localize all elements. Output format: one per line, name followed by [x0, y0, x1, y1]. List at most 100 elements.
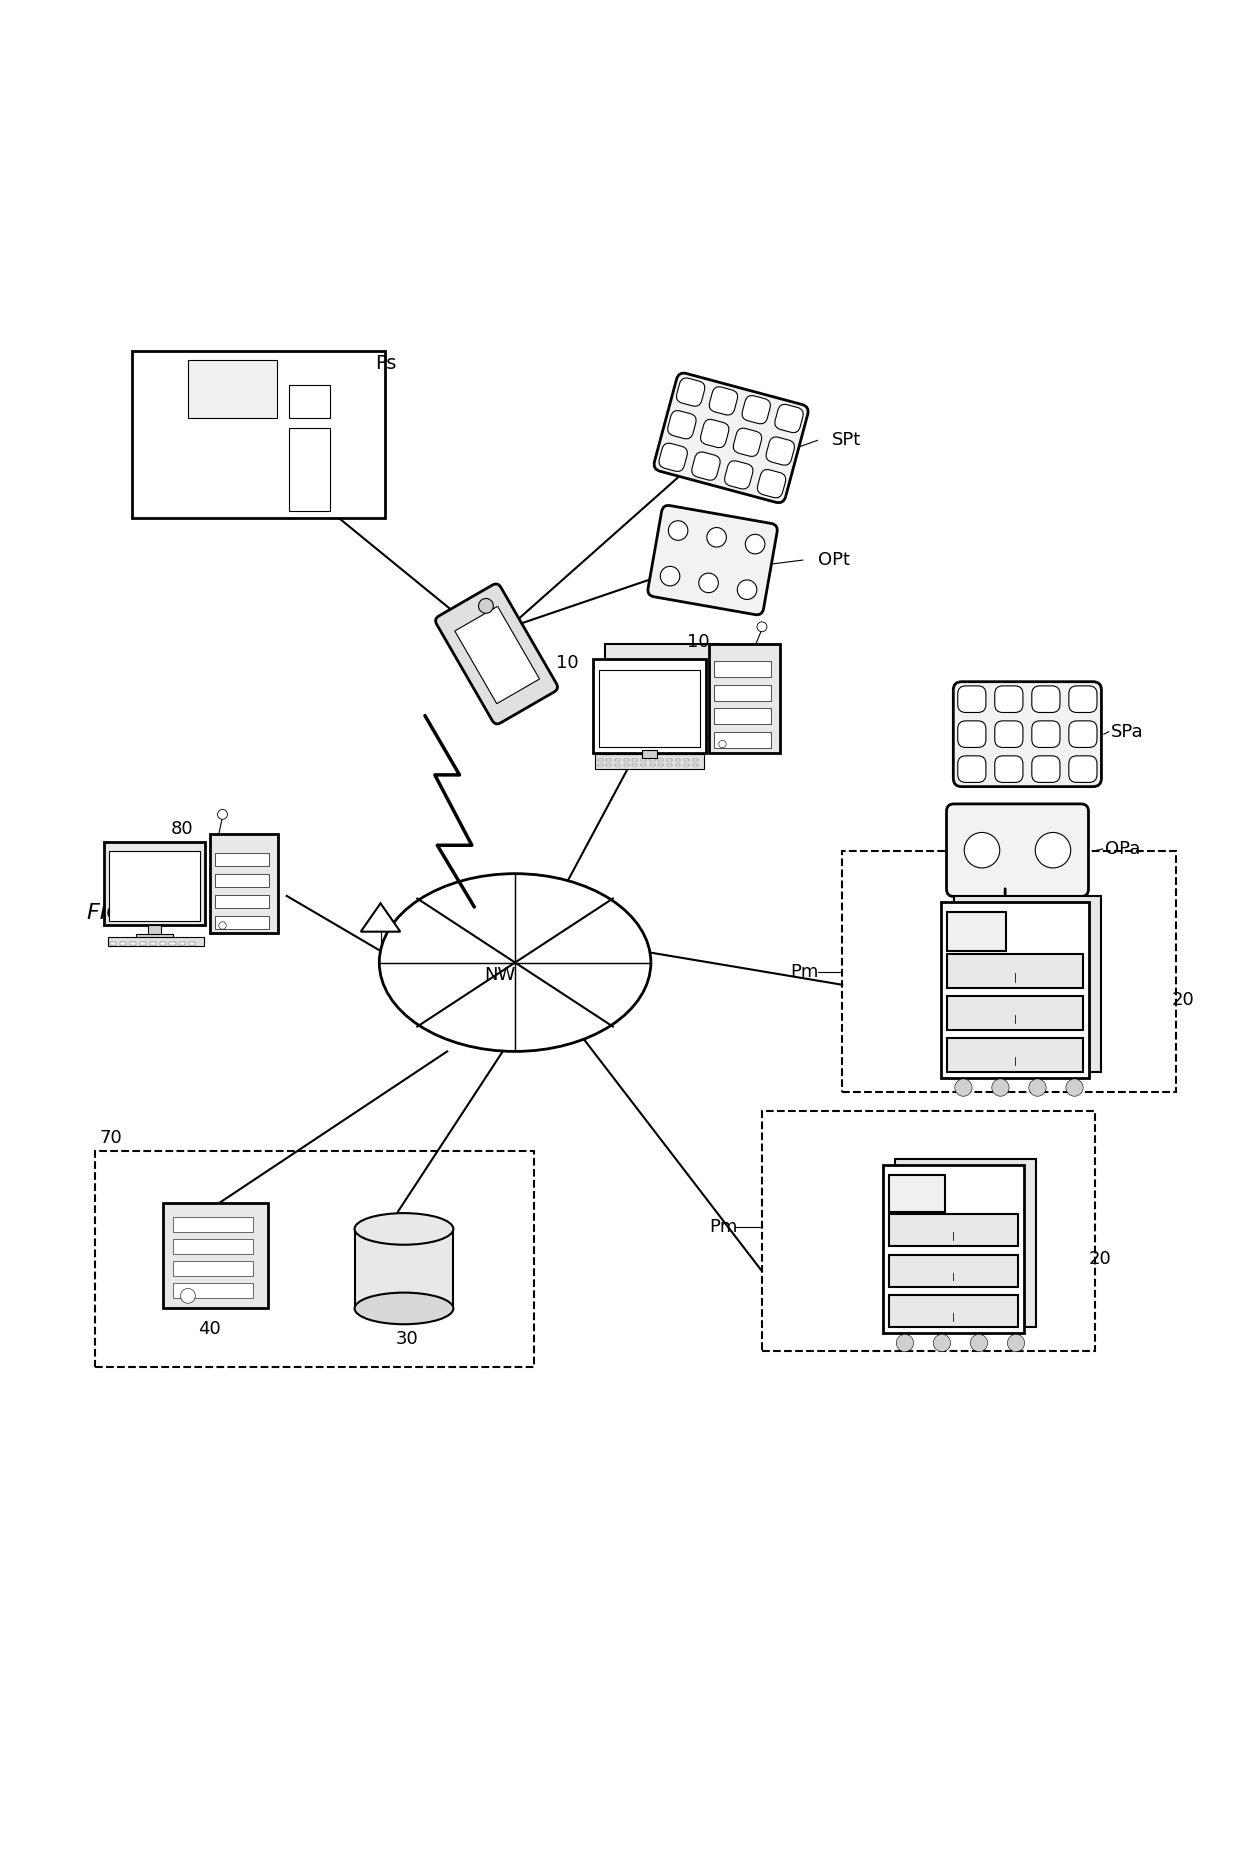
FancyBboxPatch shape [1032, 720, 1060, 748]
FancyBboxPatch shape [701, 420, 729, 448]
Text: 70: 70 [99, 1129, 122, 1148]
Bar [650, 759, 655, 761]
Bar [947, 996, 1083, 1029]
Bar [761, 1111, 1095, 1351]
Bar [95, 1151, 533, 1368]
Bar [190, 942, 196, 946]
Ellipse shape [355, 1212, 454, 1244]
FancyBboxPatch shape [1069, 687, 1097, 713]
Bar [210, 835, 278, 933]
Bar [188, 359, 277, 418]
Bar [658, 764, 663, 766]
FancyBboxPatch shape [1069, 755, 1097, 783]
Circle shape [897, 1335, 914, 1351]
Text: 20: 20 [1172, 990, 1194, 1009]
Bar [133, 352, 386, 518]
FancyBboxPatch shape [724, 461, 753, 489]
Bar [641, 764, 646, 766]
Bar [174, 1261, 253, 1275]
Bar [174, 1283, 253, 1298]
Text: 30: 30 [396, 1331, 418, 1348]
Circle shape [738, 579, 756, 600]
Bar [650, 764, 655, 766]
Text: SPt: SPt [832, 431, 862, 450]
Circle shape [934, 1335, 951, 1351]
Circle shape [965, 833, 999, 868]
Bar [684, 759, 689, 761]
FancyBboxPatch shape [667, 411, 696, 439]
Bar [947, 913, 1007, 951]
Circle shape [971, 1335, 987, 1351]
FancyBboxPatch shape [1032, 687, 1060, 713]
Circle shape [699, 574, 718, 592]
FancyBboxPatch shape [1069, 720, 1097, 748]
Text: NW: NW [484, 966, 516, 985]
Bar [667, 759, 672, 761]
Bar [109, 851, 201, 920]
Bar [941, 901, 1089, 1077]
Bar [714, 731, 770, 748]
Bar [593, 659, 707, 753]
Circle shape [217, 809, 227, 820]
Text: 40: 40 [198, 1320, 221, 1338]
Bar [883, 1164, 1024, 1333]
Bar [667, 764, 672, 766]
Bar [174, 1238, 253, 1253]
FancyBboxPatch shape [957, 687, 986, 713]
FancyBboxPatch shape [653, 374, 808, 503]
Circle shape [992, 1079, 1009, 1096]
Bar [615, 759, 620, 761]
Bar [714, 661, 770, 677]
Bar [215, 874, 269, 887]
FancyBboxPatch shape [775, 404, 804, 433]
FancyBboxPatch shape [957, 720, 986, 748]
Circle shape [1029, 1079, 1047, 1096]
Bar [215, 894, 269, 909]
FancyBboxPatch shape [758, 470, 786, 498]
Circle shape [668, 520, 688, 540]
Circle shape [1007, 1335, 1024, 1351]
Circle shape [660, 566, 680, 587]
Bar [889, 1214, 1018, 1246]
Bar [289, 428, 330, 511]
Bar [632, 759, 637, 761]
Bar [684, 764, 689, 766]
Bar [598, 759, 603, 761]
Text: Pm: Pm [790, 963, 818, 981]
Bar [598, 764, 603, 766]
FancyBboxPatch shape [435, 583, 558, 724]
Bar [606, 759, 611, 761]
Bar [895, 1159, 1037, 1327]
Bar [889, 1175, 945, 1212]
Circle shape [218, 922, 226, 929]
Bar [455, 607, 539, 703]
Text: FIG. 1: FIG. 1 [87, 903, 151, 924]
Bar [624, 759, 629, 761]
Bar [120, 942, 126, 946]
Bar [641, 759, 646, 761]
Bar [136, 935, 174, 940]
Bar [714, 709, 770, 724]
Bar [709, 644, 780, 753]
Text: 20: 20 [1089, 1249, 1112, 1268]
Bar [164, 1203, 268, 1309]
FancyBboxPatch shape [957, 755, 986, 783]
Circle shape [1035, 833, 1070, 868]
FancyBboxPatch shape [709, 387, 738, 415]
Bar [595, 753, 704, 768]
FancyBboxPatch shape [733, 428, 761, 457]
FancyBboxPatch shape [677, 378, 704, 405]
Bar [599, 670, 701, 746]
FancyBboxPatch shape [766, 437, 795, 465]
Bar [889, 1296, 1018, 1327]
Circle shape [719, 740, 727, 748]
Bar [215, 853, 269, 866]
Bar [174, 1216, 253, 1231]
Bar [954, 896, 1101, 1072]
Bar [606, 764, 611, 766]
Text: SPa: SPa [1111, 722, 1145, 740]
Bar [140, 942, 146, 946]
Bar [605, 644, 719, 739]
Ellipse shape [379, 874, 651, 1051]
Text: 80: 80 [171, 820, 193, 839]
